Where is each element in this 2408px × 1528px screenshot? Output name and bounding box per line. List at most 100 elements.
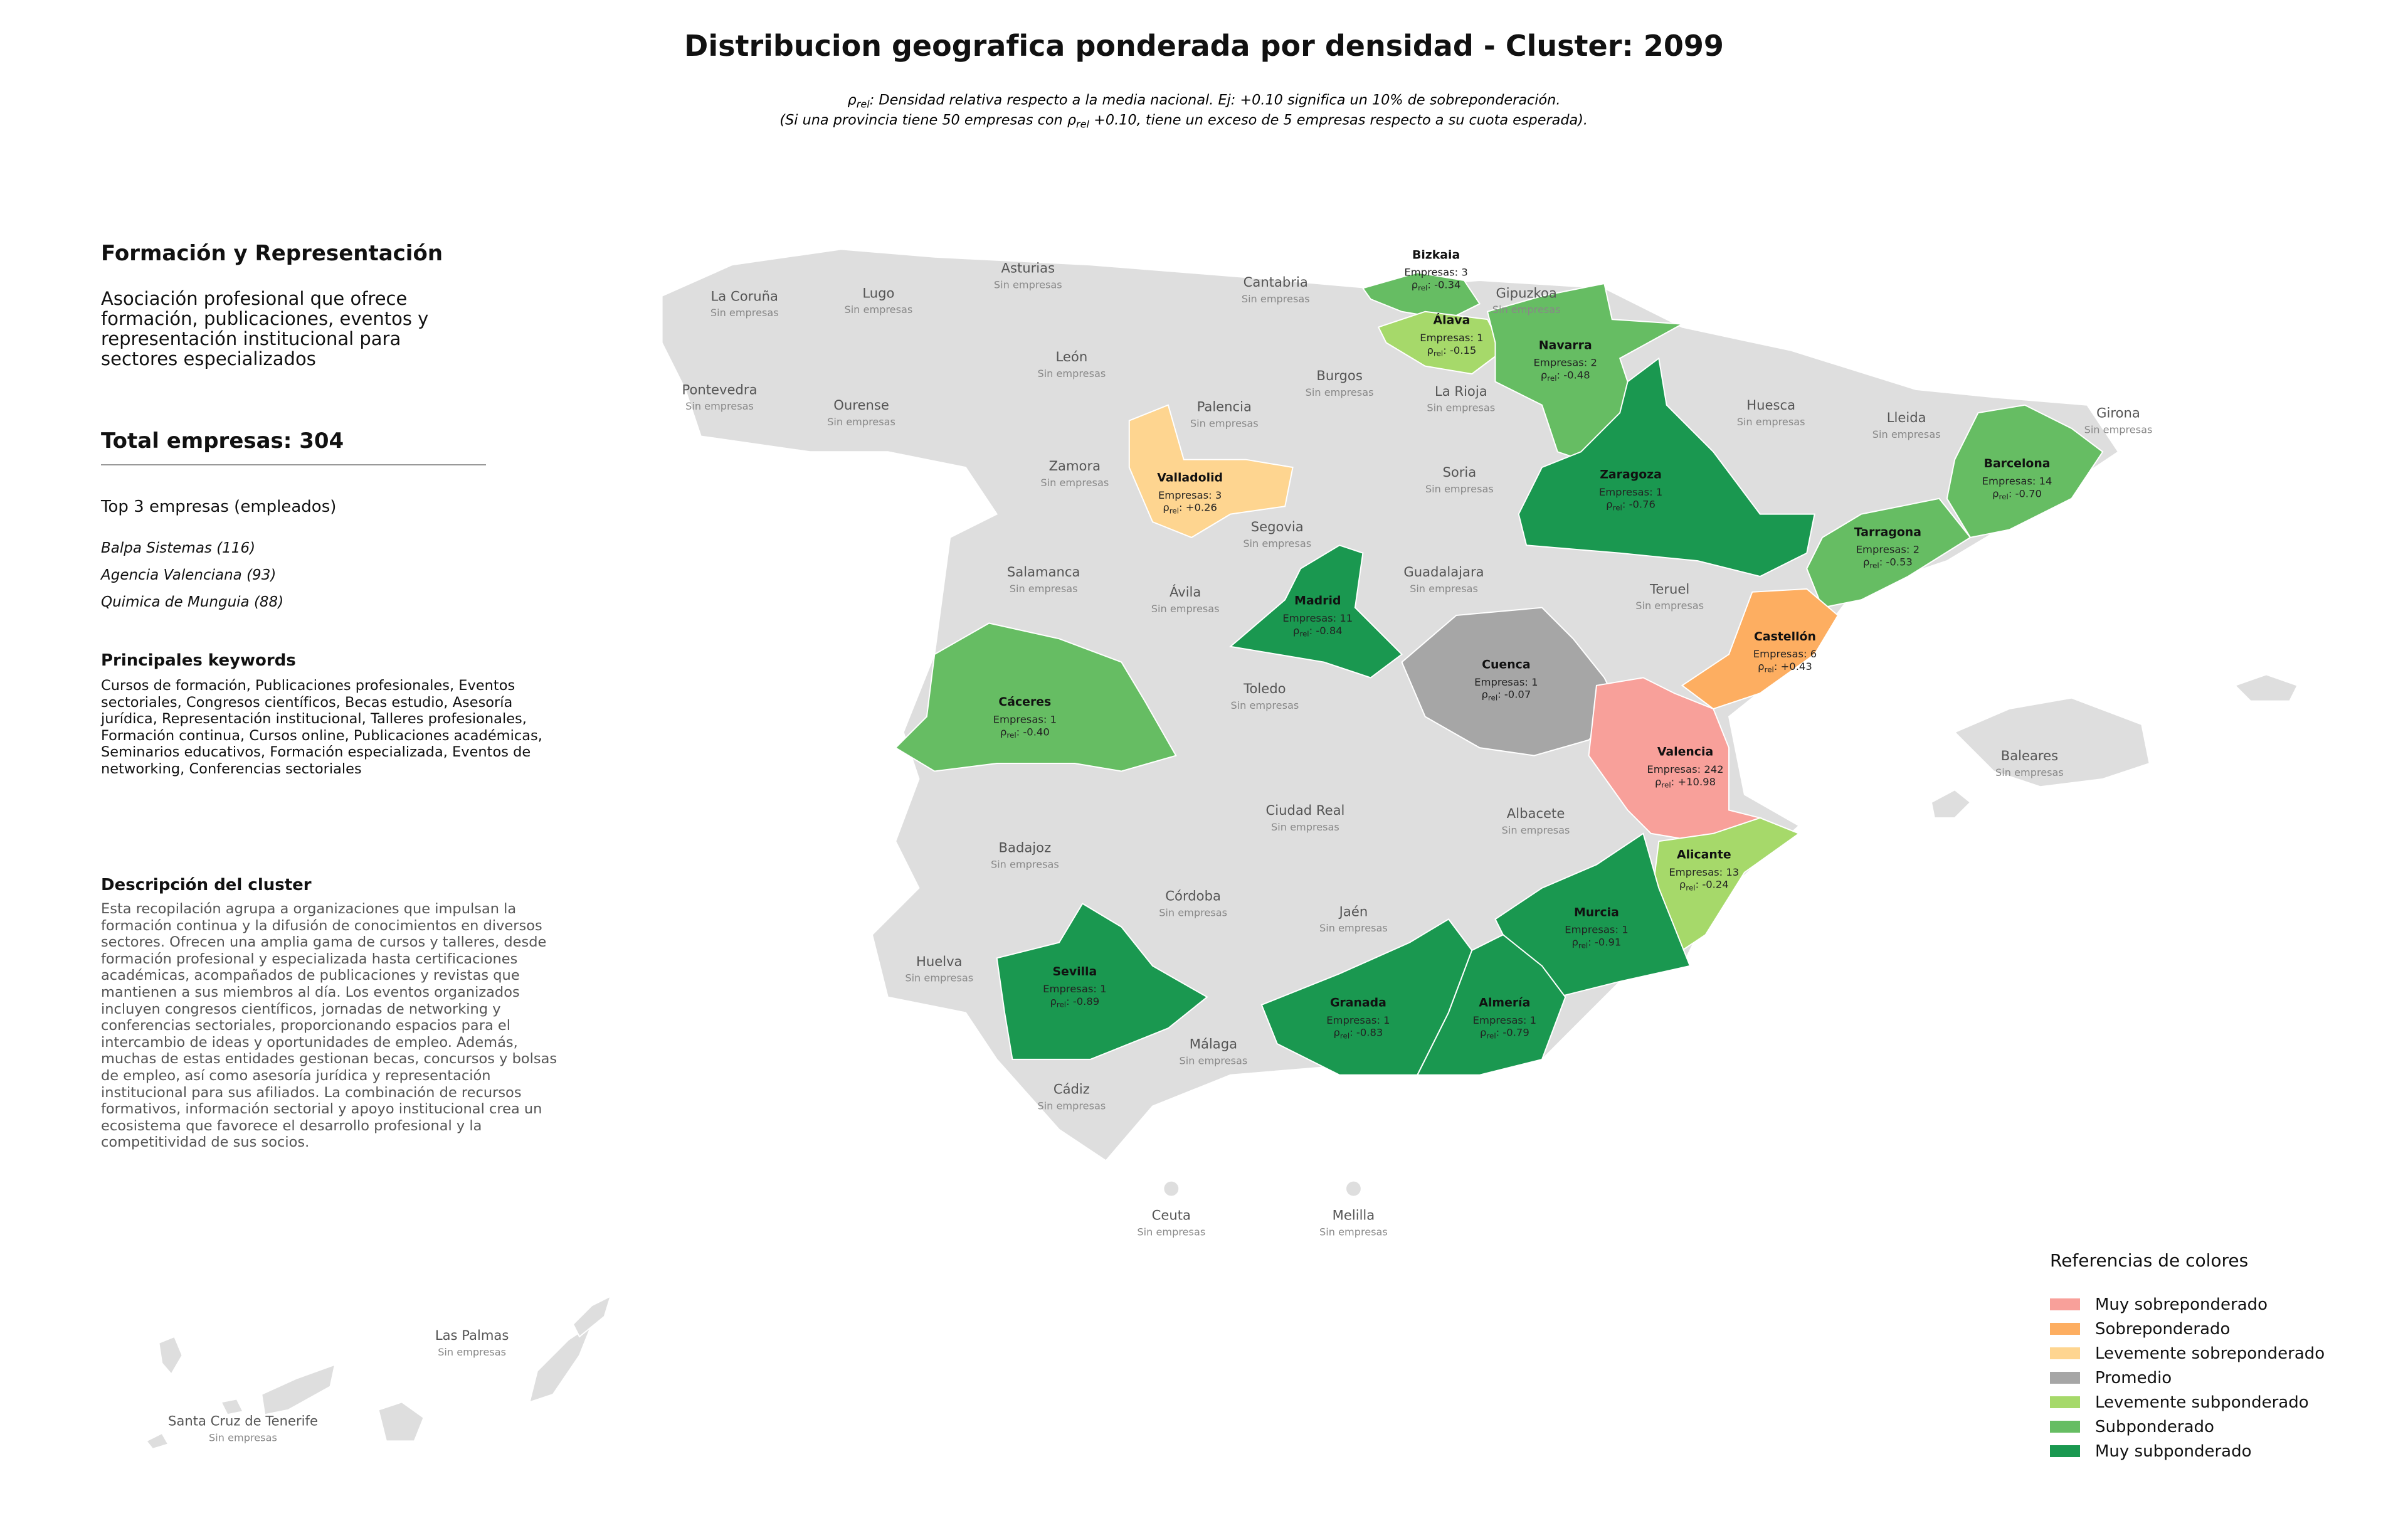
- province-name: Bizkaia: [1412, 248, 1460, 262]
- note-text: +0.10, tiene un exceso de 5 empresas res…: [1089, 112, 1588, 129]
- province-rho: ρrel: -0.07: [1481, 689, 1531, 703]
- province-note: Sin empresas: [905, 972, 973, 984]
- note-text: (Si una provincia tiene 50 empresas con: [779, 112, 1067, 129]
- province-note: Sin empresas: [1190, 418, 1259, 430]
- legend-rows: Muy sobreponderado Sobreponderado Levement…: [2050, 1292, 2325, 1463]
- province-note: Sin empresas: [1492, 304, 1561, 316]
- tenerife: [261, 1364, 336, 1416]
- province-shape: [1377, 310, 1504, 375]
- lanzarote: [572, 1295, 612, 1338]
- province-name: Murcia: [1574, 905, 1619, 919]
- province-note: Sin empresas: [1410, 583, 1478, 595]
- province-note: Sin empresas: [1159, 906, 1227, 918]
- mallorca: [1953, 697, 2150, 788]
- rho-symbol: ρ: [1606, 499, 1612, 511]
- province-note: Sin empresas: [1872, 428, 1941, 440]
- province-name: Tarragona: [1854, 525, 1921, 539]
- cluster-title: Formación y Representación: [101, 241, 443, 266]
- province-name: Teruel: [1649, 581, 1689, 597]
- fuerteventura: [529, 1322, 593, 1403]
- province-name: Zamora: [1049, 458, 1101, 474]
- legend-label: Muy sobreponderado: [2095, 1295, 2268, 1314]
- province-note: Sin empresas: [1306, 386, 1374, 398]
- legend-entry: Promedio: [2050, 1366, 2325, 1390]
- rho-subscript: rel: [1418, 284, 1427, 292]
- province-name: Álava: [1434, 313, 1471, 327]
- province-name: Salamanca: [1007, 564, 1080, 580]
- legend-swatch: [2050, 1421, 2080, 1433]
- province-name: Sevilla: [1052, 965, 1097, 979]
- province-companies: Empresas: 14: [1982, 475, 2052, 487]
- legend-label: Levemente sobreponderado: [2095, 1344, 2325, 1363]
- rho-symbol: ρ: [1758, 661, 1764, 672]
- province-rho: ρrel: -0.89: [1050, 995, 1099, 1009]
- province-name: Navarra: [1539, 338, 1592, 352]
- legend-swatch: [2050, 1372, 2080, 1384]
- province-name: La Rioja: [1435, 383, 1487, 399]
- top-item: Balpa Sistemas (116): [101, 540, 256, 556]
- rho-subscript: rel: [1661, 781, 1671, 790]
- province-name: Segovia: [1251, 519, 1304, 534]
- province-note: Sin empresas: [1425, 483, 1494, 495]
- province-shape: [1228, 544, 1403, 679]
- legend-entry: Muy sobreponderado: [2050, 1292, 2325, 1317]
- menorca: [2234, 674, 2299, 702]
- rho-value: : -0.40: [1017, 726, 1050, 738]
- province-shape: [894, 622, 1177, 772]
- province-name: Toledo: [1243, 681, 1286, 696]
- province-note: Sin empresas: [1037, 368, 1106, 379]
- rho-symbol: ρ: [848, 92, 857, 108]
- province-name: Melilla: [1333, 1207, 1375, 1223]
- province-name: Madrid: [1294, 594, 1341, 608]
- rho-symbol: ρ: [1992, 487, 1999, 499]
- province-name: Lugo: [862, 285, 894, 300]
- rho-symbol: ρ: [1163, 502, 1169, 514]
- rho-symbol: ρ: [1067, 112, 1076, 129]
- province-shape: [996, 903, 1208, 1060]
- province-name: Pontevedra: [682, 381, 758, 397]
- province-note: Sin empresas: [685, 400, 754, 412]
- rho-subscript: rel: [1434, 349, 1443, 358]
- total: Total empresas: 304: [101, 428, 344, 454]
- province-companies: Empresas: 2: [1856, 544, 1920, 556]
- province-name: Girona: [2096, 405, 2140, 421]
- province-rho: ρrel: -0.48: [1541, 369, 1590, 383]
- rho-subscript: rel: [1869, 561, 1879, 570]
- province-rho: ρrel: -0.24: [1679, 879, 1729, 893]
- rho-symbol: ρ: [1050, 995, 1056, 1007]
- rho-value: : -0.15: [1443, 344, 1476, 356]
- province-note: Sin empresas: [1137, 1226, 1205, 1238]
- top-item: Agencia Valenciana (93): [101, 567, 277, 583]
- province-companies: Empresas: 1: [1043, 983, 1106, 995]
- rho-value: : -0.84: [1309, 625, 1343, 637]
- ibiza: [1930, 789, 1972, 819]
- note-line-2: (Si una provincia tiene 50 empresas con …: [779, 112, 1588, 130]
- rho-subscript: rel: [1006, 731, 1016, 740]
- province-shape: [1681, 588, 1839, 710]
- province-companies: Empresas: 2: [1534, 357, 1597, 369]
- province-rho: ρrel: -0.91: [1572, 936, 1622, 950]
- province-labels: La Coruña Sin empresas Lugo Sin empresas Ast…: [168, 248, 2152, 1443]
- province-rho: ρrel: -0.53: [1863, 556, 1913, 570]
- provinces: [894, 272, 2104, 1076]
- legend-title: Referencias de colores: [2050, 1250, 2249, 1271]
- base-land: [145, 248, 2299, 1450]
- province-companies: Empresas: 1: [1565, 924, 1628, 936]
- province-name: Badajoz: [999, 840, 1052, 856]
- legend-label: Muy subponderado: [2095, 1441, 2252, 1461]
- legend-swatch: [2050, 1445, 2080, 1457]
- separator: [101, 464, 486, 465]
- note-line-1: ρrel: Densidad relativa respecto a la me…: [848, 92, 1561, 110]
- province-rho: ρrel: -0.76: [1606, 499, 1656, 512]
- province-note: Sin empresas: [1502, 824, 1570, 836]
- province-name: La Coruña: [711, 288, 778, 304]
- rho-subscript: rel: [1057, 1000, 1066, 1009]
- province-note: Sin empresas: [2084, 423, 2153, 435]
- province-rho: ρrel: -0.84: [1293, 625, 1343, 639]
- province-name: Palencia: [1197, 399, 1252, 415]
- province-name: Cádiz: [1054, 1081, 1090, 1097]
- rho-value: : -0.76: [1622, 499, 1656, 511]
- rho-value: : -0.48: [1557, 369, 1590, 381]
